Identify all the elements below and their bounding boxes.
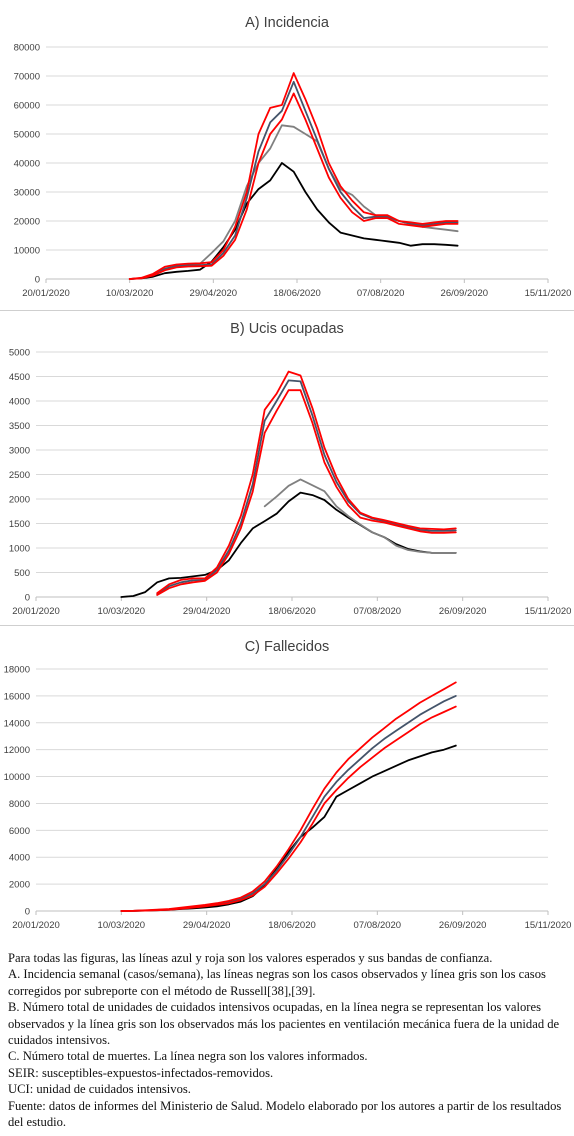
y-tick-label: 5000 (9, 348, 30, 359)
x-tick-label: 18/06/2020 (268, 606, 316, 617)
x-tick-label: 07/08/2020 (354, 920, 402, 931)
x-tick-label: 26/09/2020 (439, 920, 487, 931)
x-tick-label: 10/03/2020 (106, 288, 154, 299)
y-tick-label: 12000 (4, 745, 30, 756)
x-tick-label: 29/04/2020 (183, 920, 231, 931)
x-tick-label: 26/09/2020 (439, 606, 487, 617)
y-tick-label: 3500 (9, 421, 30, 432)
y-tick-label: 3000 (9, 446, 30, 457)
chart-title: C) Fallecidos (245, 639, 330, 655)
x-tick-label: 20/01/2020 (12, 920, 60, 931)
x-tick-label: 29/04/2020 (190, 288, 238, 299)
y-tick-label: 30000 (14, 188, 40, 199)
series-line (156, 389, 457, 596)
y-tick-label: 6000 (9, 826, 30, 837)
y-tick-label: 18000 (4, 665, 30, 676)
x-tick-label: 07/08/2020 (354, 606, 402, 617)
x-tick-label: 20/01/2020 (22, 288, 70, 299)
series-line (120, 705, 457, 912)
series-line (128, 124, 459, 280)
y-tick-label: 1000 (9, 544, 30, 555)
y-tick-label: 4000 (9, 853, 30, 864)
panel-divider (0, 310, 574, 311)
caption-line: A. Incidencia semanal (casos/semana), la… (8, 967, 546, 998)
x-tick-label: 18/06/2020 (268, 920, 316, 931)
caption-line: Fuente: datos de informes del Ministerio… (8, 1098, 562, 1130)
chart-panel-ucis: B) Ucis ocupadas 0 500 1000 1500 2000 2500 3000… (0, 311, 574, 625)
chart-panel-fallecidos: C) Fallecidos 0 2000 4000 6000 8000 10000 12000… (0, 626, 574, 940)
series-line (128, 72, 459, 280)
y-tick-label: 0 (35, 275, 40, 286)
y-tick-label: 4000 (9, 397, 30, 408)
caption-line: C. Número total de muertes. La línea neg… (8, 1049, 368, 1064)
series-line (156, 379, 457, 596)
caption-line: SEIR: susceptibles-expuestos-infectados-… (8, 1065, 274, 1080)
y-tick-label: 40000 (14, 159, 40, 170)
x-tick-label: 20/01/2020 (12, 606, 60, 617)
x-tick-label: 26/09/2020 (441, 288, 489, 299)
x-tick-label: 15/11/2020 (525, 606, 572, 617)
y-tick-label: 2500 (9, 470, 30, 481)
series-line (128, 162, 459, 280)
incidencia-chart: A) Incidencia 0 10000 20000 30000 40000 50000 6… (14, 15, 572, 299)
y-tick-label: 2000 (9, 495, 30, 506)
panel-divider (0, 625, 574, 626)
y-tick-label: 4500 (9, 372, 30, 383)
x-tick-label: 10/03/2020 (98, 606, 146, 617)
chart-panel-incidencia: A) Incidencia 0 10000 20000 30000 40000 50000 6… (0, 0, 574, 310)
y-tick-label: 50000 (14, 130, 40, 141)
y-tick-label: 2000 (9, 880, 30, 891)
y-tick-label: 60000 (14, 101, 40, 112)
y-tick-label: 20000 (14, 217, 40, 228)
y-tick-label: 1500 (9, 519, 30, 530)
y-tick-label: 8000 (9, 799, 30, 810)
y-tick-label: 70000 (14, 72, 40, 83)
figure-caption: Para todas las figuras, las líneas azul … (8, 950, 564, 1130)
series-line (156, 370, 457, 595)
x-tick-label: 18/06/2020 (273, 288, 321, 299)
y-tick-label: 80000 (14, 43, 40, 54)
y-tick-label: 0 (25, 907, 30, 918)
y-tick-label: 0 (25, 593, 30, 604)
series-line (128, 80, 459, 280)
y-tick-label: 500 (14, 568, 30, 579)
series-line (263, 478, 457, 554)
y-tick-label: 14000 (4, 718, 30, 729)
caption-line: UCI: unidad de cuidados intensivos. (8, 1082, 191, 1097)
x-tick-label: 10/03/2020 (98, 920, 146, 931)
chart-title: A) Incidencia (245, 15, 330, 31)
chart-title: B) Ucis ocupadas (230, 321, 344, 337)
x-tick-label: 15/11/2020 (525, 288, 572, 299)
x-tick-label: 07/08/2020 (357, 288, 405, 299)
fallecidos-chart: C) Fallecidos 0 2000 4000 6000 8000 10000 12000… (4, 639, 572, 931)
x-tick-label: 29/04/2020 (183, 606, 231, 617)
caption-line: Para todas las figuras, las líneas azul … (8, 951, 493, 965)
series-line (120, 681, 457, 912)
series-line (120, 744, 457, 912)
y-tick-label: 10000 (14, 246, 40, 257)
ucis-chart: B) Ucis ocupadas 0 500 1000 1500 2000 2500 3000… (9, 321, 572, 617)
series-line (120, 491, 457, 598)
y-tick-label: 16000 (4, 691, 30, 702)
y-tick-label: 10000 (4, 772, 30, 783)
caption-line: B. Número total de unidades de cuidados … (8, 1000, 560, 1048)
series-line (128, 92, 459, 280)
x-tick-label: 15/11/2020 (525, 920, 572, 931)
